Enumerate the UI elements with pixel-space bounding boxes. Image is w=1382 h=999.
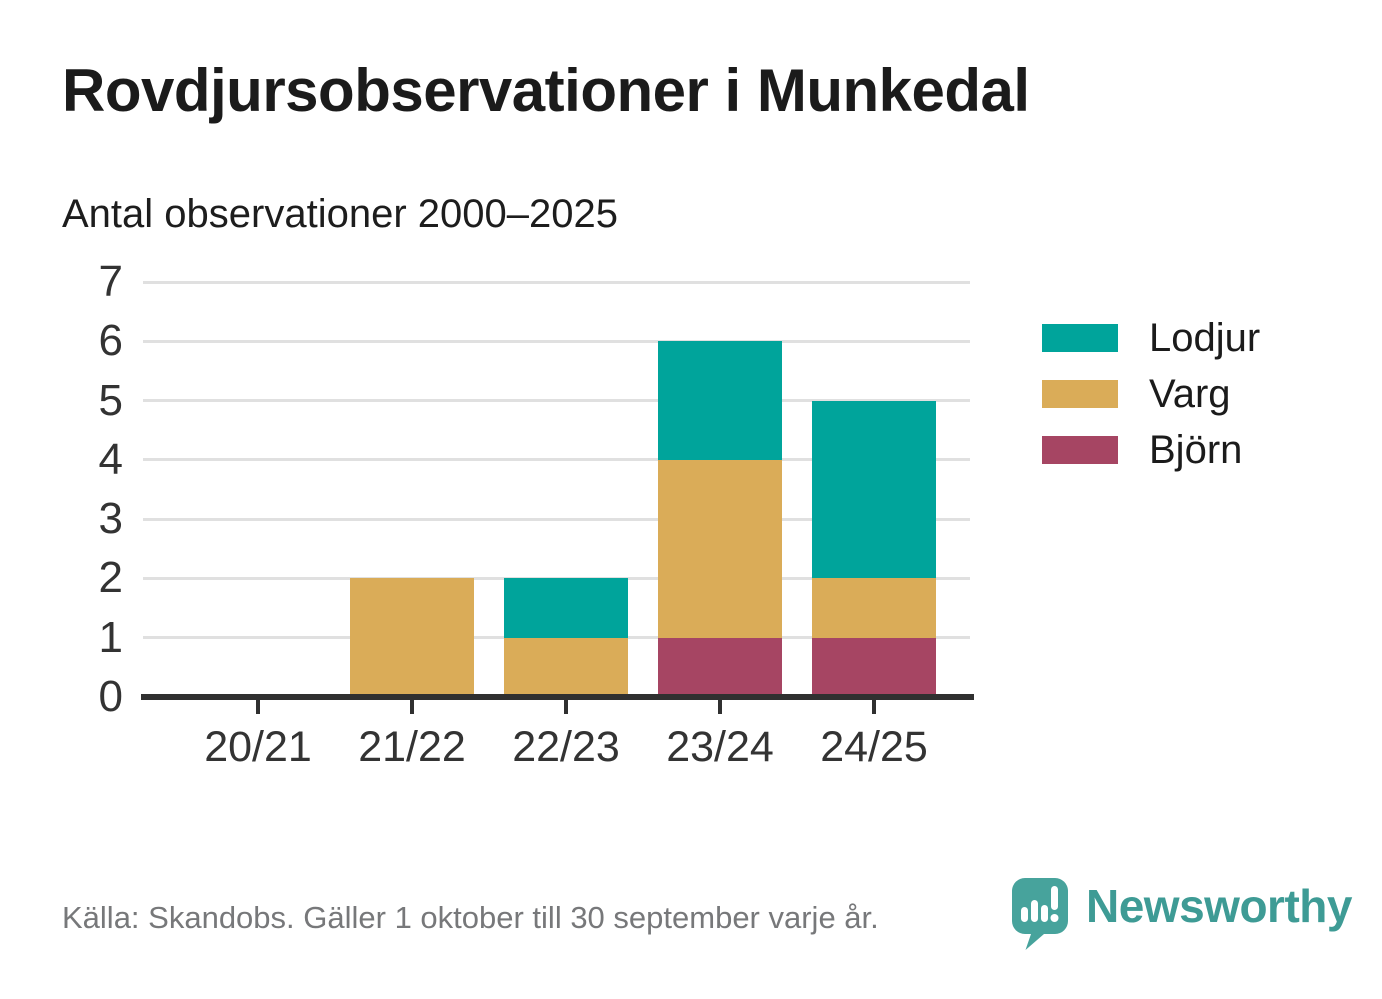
x-tick-label-21-22: 21/22 xyxy=(358,723,466,771)
legend-label-lodjur: Lodjur xyxy=(1149,316,1261,360)
y-tick-label-0: 0 xyxy=(98,672,123,721)
bar-segment-varg-23-24 xyxy=(658,459,782,638)
x-tick-label-24-25: 24/25 xyxy=(820,723,928,771)
chart-subtitle: Antal observationer 2000–2025 xyxy=(62,192,618,236)
x-tick-label-20-21: 20/21 xyxy=(204,723,312,771)
legend-swatch-lodjur xyxy=(1042,324,1118,352)
source-text: Källa: Skandobs. Gäller 1 oktober till 3… xyxy=(62,900,879,935)
y-tick-label-3: 3 xyxy=(98,494,123,544)
legend: Lodjur Varg Björn xyxy=(1042,318,1260,492)
plot-area: 0 1 2 3 4 5 6 7 20/21 21/22 22/23 23/24 24/25 xyxy=(99,260,974,770)
gridline-y5 xyxy=(143,399,970,403)
x-tick-mark-21-22 xyxy=(410,700,414,714)
y-tick-label-7: 7 xyxy=(98,257,123,306)
legend-item-varg: Varg xyxy=(1042,374,1260,414)
legend-swatch-varg xyxy=(1042,380,1118,408)
bar-segment-varg-21-22 xyxy=(350,578,474,697)
bar-segment-björn-23-24 xyxy=(658,637,782,697)
bar-segment-varg-24-25 xyxy=(812,578,936,638)
x-tick-label-22-23: 22/23 xyxy=(512,723,620,771)
newsworthy-logo-icon xyxy=(1012,878,1068,950)
bar-segment-lodjur-22-23 xyxy=(504,578,628,638)
x-tick-mark-23-24 xyxy=(718,700,722,714)
legend-swatch-björn xyxy=(1042,436,1118,464)
bar-segment-lodjur-24-25 xyxy=(812,400,936,579)
y-tick-label-2: 2 xyxy=(98,553,123,603)
y-tick-label-5: 5 xyxy=(98,375,123,425)
gridline-y4 xyxy=(143,458,970,462)
y-tick-label-1: 1 xyxy=(98,612,123,662)
y-tick-label-6: 6 xyxy=(98,316,123,366)
x-tick-mark-22-23 xyxy=(564,700,568,714)
brand-lockup: Newsworthy xyxy=(1010,876,1352,952)
y-tick-label-4: 4 xyxy=(98,434,123,484)
bar-segment-varg-22-23 xyxy=(504,637,628,697)
gridline-y7 xyxy=(143,280,970,284)
x-axis-line xyxy=(141,694,974,700)
gridline-y2 xyxy=(143,576,970,580)
gridline-y3 xyxy=(143,517,970,521)
legend-item-lodjur: Lodjur xyxy=(1042,318,1260,358)
legend-item-björn: Björn xyxy=(1042,430,1260,470)
gridline-y6 xyxy=(143,339,970,343)
x-tick-label-23-24: 23/24 xyxy=(666,723,774,771)
bar-segment-lodjur-23-24 xyxy=(658,341,782,460)
x-tick-mark-24-25 xyxy=(872,700,876,714)
x-tick-mark-20-21 xyxy=(256,700,260,714)
brand-name: Newsworthy xyxy=(1086,880,1352,932)
legend-label-björn: Björn xyxy=(1149,428,1243,472)
chart-title: Rovdjursobservationer i Munkedal xyxy=(62,57,1030,124)
legend-label-varg: Varg xyxy=(1149,372,1231,416)
bar-segment-björn-24-25 xyxy=(812,637,936,697)
